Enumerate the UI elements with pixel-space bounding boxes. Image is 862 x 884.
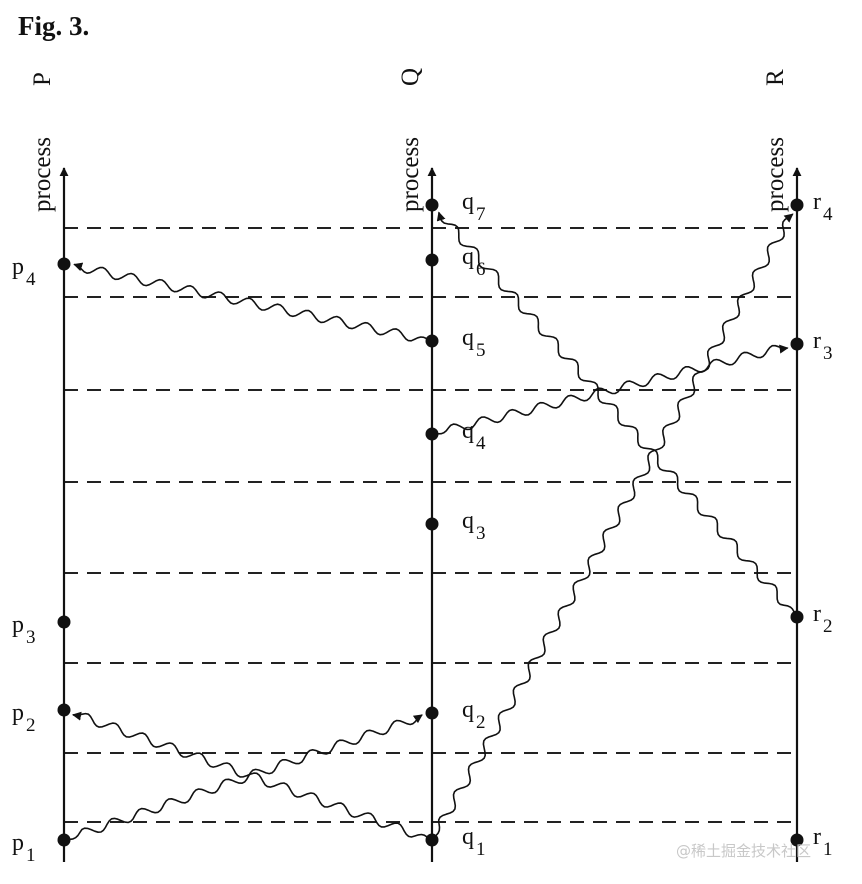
event-letter: q (462, 697, 474, 723)
event-dot-q6 (425, 253, 439, 267)
message-q5-to-p4 (73, 262, 427, 342)
message-q4-to-r3 (438, 344, 789, 435)
process-lines (59, 167, 802, 862)
event-dot-q5 (425, 334, 439, 348)
event-letter: q (462, 508, 474, 534)
event-dot-p1 (57, 833, 71, 847)
event-letter: q (462, 189, 474, 215)
event-dot-q4 (425, 427, 439, 441)
event-dot-p3 (57, 615, 71, 629)
event-letter: r (813, 824, 821, 850)
event-dot-q1 (425, 833, 439, 847)
process-axis-word: process (29, 137, 56, 212)
event-subscript: 2 (476, 712, 486, 733)
figure-title: Fig. 3. (18, 11, 89, 41)
message-q1-to-p2 (72, 711, 428, 838)
event-subscript: 1 (476, 839, 486, 860)
event-subscript: 2 (823, 616, 833, 637)
event-subscript: 1 (823, 839, 833, 860)
event-dot-q2 (425, 706, 439, 720)
event-subscript: 3 (476, 523, 486, 544)
event-dot-r1 (790, 833, 804, 847)
event-letter: r (813, 189, 821, 215)
process-name: R (762, 69, 789, 86)
event-dot-q7 (425, 198, 439, 212)
event-subscript: 3 (26, 627, 36, 648)
message-p1-to-q2 (69, 714, 423, 841)
events: p 1p 2p 3p 4q 1q 2q 3q 4q 5q 6q 7r 1r 2r 3r 4 (12, 189, 833, 866)
event-subscript: 1 (26, 845, 36, 866)
event-letter: q (462, 418, 474, 444)
process-label-q: process Q (397, 68, 424, 212)
event-subscript: 2 (26, 715, 36, 736)
event-dot-q3 (425, 517, 439, 531)
event-letter: p (12, 830, 24, 856)
event-subscript: 7 (476, 204, 486, 225)
event-subscript: 5 (476, 340, 486, 361)
event-dot-r2 (790, 610, 804, 624)
event-subscript: 3 (823, 343, 833, 364)
event-subscript: 6 (476, 259, 486, 280)
event-dot-p4 (57, 257, 71, 271)
event-letter: p (12, 254, 24, 280)
event-letter: q (462, 244, 474, 270)
event-dot-r3 (790, 337, 804, 351)
event-dot-r4 (790, 198, 804, 212)
process-label-r: process R (762, 69, 789, 212)
watermark: @稀土掘金技术社区 (676, 842, 811, 860)
process-name: P (29, 72, 56, 86)
event-letter: r (813, 601, 821, 627)
messages (69, 211, 795, 841)
event-letter: r (813, 328, 821, 354)
event-dot-p2 (57, 703, 71, 717)
event-letter: p (12, 612, 24, 638)
event-subscript: 4 (476, 433, 486, 454)
process-axis-word: process (762, 137, 789, 212)
tick-lines (64, 227, 797, 823)
message-q1-to-r4 (435, 213, 794, 836)
process-axis-word: process (397, 137, 424, 212)
message-r2-to-q7 (436, 211, 795, 613)
event-subscript: 4 (26, 269, 36, 290)
event-subscript: 4 (823, 204, 833, 225)
process-name: Q (397, 68, 424, 86)
event-letter: p (12, 700, 24, 726)
process-label-p: process P (29, 72, 56, 212)
event-letter: q (462, 824, 474, 850)
event-letter: q (462, 325, 474, 351)
